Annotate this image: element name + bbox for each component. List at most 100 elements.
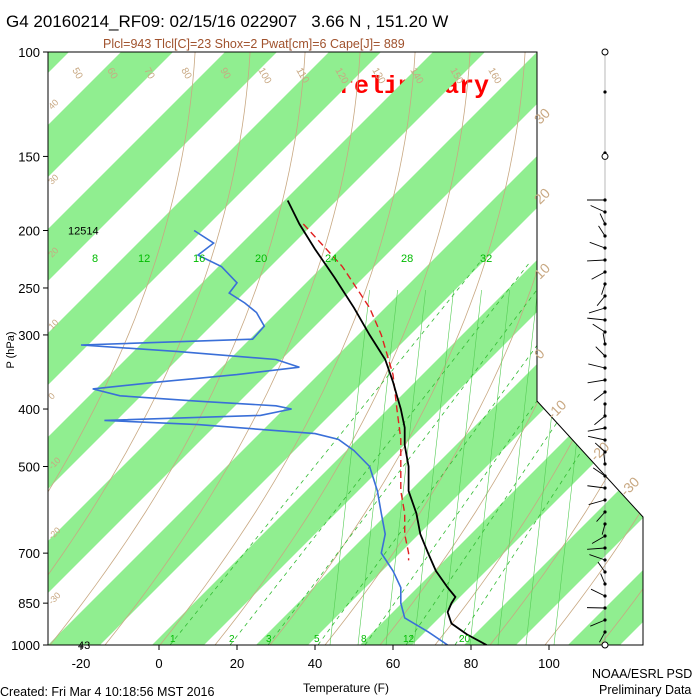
created-timestamp: Created: Fri Mar 4 10:18:56 MST 2016 — [0, 685, 215, 699]
wind-barb — [588, 499, 606, 505]
band-temperature-label: 0 — [46, 391, 57, 402]
wind-barb — [587, 547, 606, 550]
wind-barb — [596, 511, 606, 522]
dry-adiabat-label: 160 — [485, 66, 503, 86]
wind-barb — [588, 363, 606, 369]
wind-barb — [587, 435, 606, 441]
wind-barb — [594, 442, 606, 453]
band-temperature-label: -30 — [46, 590, 62, 606]
wind-barb — [591, 535, 606, 544]
x-axis-label: Temperature (F) — [303, 681, 389, 695]
dry-adiabat-label: 60 — [104, 66, 119, 82]
dry-adiabat-label: 130 — [369, 66, 387, 86]
mixing-ratio-bottom-label: 2 — [229, 634, 235, 645]
dry-adiabat-label: 100 — [255, 66, 273, 86]
isotherm-band — [672, 0, 700, 645]
wind-barb — [589, 554, 606, 561]
mixing-ratio-bottom-label: 1 — [170, 634, 176, 645]
mixing-ratio-line — [229, 261, 531, 645]
organization-label: NOAA/ESRL PSD — [592, 667, 693, 681]
dry-adiabat — [655, 52, 700, 645]
wind-barb — [602, 333, 606, 345]
chart-subtitle-params: Plcl=943 Tlcl[C]=23 Shox=2 Pwat[cm]=6 Ca… — [103, 37, 405, 51]
wind-barb — [601, 523, 606, 535]
data-status-label: Preliminary Data — [599, 683, 692, 697]
isotherm-label: 0 — [531, 345, 548, 362]
y-tick-label: 300 — [18, 328, 40, 343]
moist-adiabat — [497, 289, 538, 645]
wind-barb — [599, 631, 606, 643]
mixing-ratio-label: 24 — [325, 253, 337, 265]
moist-adiabat — [357, 289, 398, 645]
y-tick-label: 250 — [18, 281, 40, 296]
isotherm-band — [152, 52, 643, 645]
wind-barb — [601, 283, 606, 295]
mixing-ratio-line — [364, 261, 636, 645]
isotherm-band — [48, 52, 643, 645]
mixing-ratio-line — [267, 261, 559, 645]
mixing-ratio-bottom-label: 3 — [266, 634, 272, 645]
x-tick-label: 60 — [386, 656, 400, 671]
x-tick-label: 0 — [155, 656, 162, 671]
dry-adiabat — [49, 52, 306, 645]
y-tick-label: 400 — [18, 402, 40, 417]
wind-calm-icon — [601, 152, 609, 160]
wind-barb — [590, 205, 606, 213]
mixing-ratio-line — [169, 261, 481, 645]
wind-barb-dot — [603, 90, 607, 94]
dry-adiabat — [159, 52, 416, 645]
chart-title: G4 20160214_RF09: 02/15/16 022907 3.66 N… — [6, 12, 449, 31]
isotherm-band — [48, 52, 488, 645]
y-tick-label: 700 — [18, 546, 40, 561]
wind-barb — [590, 588, 606, 597]
wind-barb — [587, 259, 606, 262]
wind-calm-icon — [601, 641, 609, 649]
wind-barb — [597, 561, 606, 573]
x-tick-label: 80 — [464, 656, 478, 671]
y-tick-label: 500 — [18, 459, 40, 474]
moist-adiabat — [329, 289, 370, 645]
wind-barb — [592, 467, 606, 477]
mixing-ratio-bottom-label: 12 — [403, 634, 415, 645]
y-axis-label: P (hPa) — [5, 331, 17, 368]
dry-adiabat-label: 90 — [217, 66, 232, 82]
dry-adiabat — [544, 52, 643, 645]
mixing-ratio-label: 8 — [92, 253, 98, 265]
moist-adiabat — [441, 289, 482, 645]
mixing-ratio-bottom-label: 5 — [314, 634, 320, 645]
y-tick-label: 200 — [18, 224, 40, 239]
dry-adiabat — [48, 52, 251, 645]
isotherm-band — [48, 52, 280, 645]
x-tick-label: 40 — [308, 656, 322, 671]
y-tick-label: 100 — [18, 45, 40, 60]
wind-barb — [587, 379, 606, 384]
mixing-ratio-label: 20 — [255, 253, 267, 265]
height-label: 43 — [78, 640, 90, 652]
y-tick-label: 150 — [18, 149, 40, 164]
mixing-ratio-bottom-label: 20 — [459, 634, 471, 645]
wind-barb — [588, 307, 606, 314]
wind-barb — [593, 391, 606, 401]
mixing-ratio-label: 16 — [193, 253, 205, 265]
wind-barb — [598, 225, 606, 237]
dry-adiabat — [214, 52, 471, 645]
wind-barb — [589, 241, 606, 249]
wind-barb — [594, 415, 606, 426]
dry-adiabat-label: 80 — [178, 66, 193, 82]
isotherm-label: 30 — [531, 105, 553, 127]
wind-barb — [587, 485, 606, 489]
wind-barb — [603, 453, 606, 465]
wind-barb — [595, 346, 606, 357]
dry-adiabat-label: 70 — [141, 66, 156, 82]
mixing-ratio-label: 12 — [138, 253, 150, 265]
wind-barb — [600, 573, 606, 585]
isotherm-label: -10 — [544, 396, 570, 422]
moist-adiabat — [413, 289, 454, 645]
height-label: 12514 — [68, 226, 99, 238]
dry-adiabat — [489, 52, 643, 645]
dry-adiabat — [269, 52, 526, 645]
dry-adiabat — [104, 52, 361, 645]
x-tick-label: 100 — [538, 656, 560, 671]
x-tick-label: -20 — [72, 656, 91, 671]
